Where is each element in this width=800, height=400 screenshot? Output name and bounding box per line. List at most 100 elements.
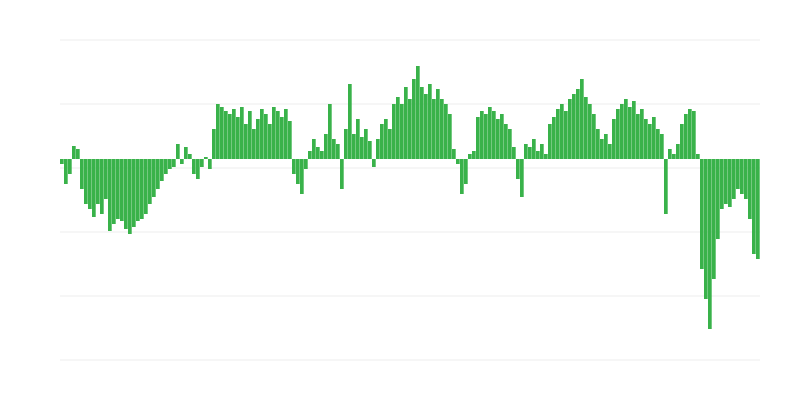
bar xyxy=(624,99,628,159)
bar xyxy=(336,144,340,159)
bar xyxy=(360,137,364,159)
bar xyxy=(644,119,648,159)
bar xyxy=(272,107,276,159)
bar xyxy=(672,154,676,159)
bar xyxy=(292,159,296,174)
bar xyxy=(592,114,596,159)
bar xyxy=(432,99,436,159)
bar xyxy=(364,129,368,159)
bar xyxy=(744,159,748,199)
bar xyxy=(748,159,752,219)
bar xyxy=(144,159,148,214)
bar xyxy=(544,154,548,159)
bar xyxy=(128,159,132,234)
bar xyxy=(528,147,532,159)
bar xyxy=(184,147,188,159)
bar xyxy=(628,107,632,159)
bar xyxy=(256,119,260,159)
bar xyxy=(736,159,740,189)
bar xyxy=(124,159,128,229)
bar xyxy=(476,117,480,159)
bar xyxy=(232,109,236,159)
bar xyxy=(648,124,652,159)
bar xyxy=(740,159,744,194)
bar xyxy=(608,144,612,159)
bar xyxy=(172,159,176,167)
bar xyxy=(396,97,400,159)
bar xyxy=(384,119,388,159)
bar xyxy=(372,159,376,167)
bar xyxy=(508,129,512,159)
bar xyxy=(304,159,308,169)
bar xyxy=(420,87,424,159)
bar xyxy=(536,151,540,159)
grid xyxy=(60,39,760,361)
bar xyxy=(468,154,472,159)
bar xyxy=(756,159,760,259)
bar xyxy=(228,114,232,159)
bar xyxy=(80,159,84,189)
bar xyxy=(196,159,200,179)
bar xyxy=(484,114,488,159)
bar xyxy=(328,104,332,159)
bar xyxy=(596,129,600,159)
bar xyxy=(720,159,724,209)
bar xyxy=(600,139,604,159)
bar xyxy=(100,159,104,214)
bar xyxy=(280,117,284,159)
bar xyxy=(260,109,264,159)
bar xyxy=(676,144,680,159)
bar xyxy=(284,109,288,159)
bar xyxy=(400,104,404,159)
bar xyxy=(352,134,356,159)
bar xyxy=(564,111,568,159)
bar xyxy=(568,99,572,159)
bar xyxy=(464,159,468,184)
bar xyxy=(312,139,316,159)
bar xyxy=(632,101,636,159)
bar xyxy=(332,139,336,159)
bar xyxy=(428,84,432,159)
bar xyxy=(440,99,444,159)
bar xyxy=(340,159,344,189)
bar xyxy=(580,79,584,159)
bar xyxy=(164,159,168,174)
bar xyxy=(156,159,160,189)
bar xyxy=(752,159,756,254)
bar xyxy=(132,159,136,227)
bar xyxy=(388,129,392,159)
bar xyxy=(612,119,616,159)
bar xyxy=(680,124,684,159)
bar xyxy=(436,89,440,159)
bar xyxy=(480,111,484,159)
bar xyxy=(200,159,204,167)
bar xyxy=(688,109,692,159)
bar xyxy=(684,114,688,159)
bar xyxy=(140,159,144,219)
bar xyxy=(416,66,420,159)
bar xyxy=(532,139,536,159)
bar xyxy=(700,159,704,269)
bar xyxy=(524,144,528,159)
bar xyxy=(212,129,216,159)
bar xyxy=(64,159,68,184)
bar xyxy=(320,151,324,159)
bar xyxy=(240,107,244,159)
bar xyxy=(512,147,516,159)
bar xyxy=(92,159,96,217)
bar xyxy=(504,124,508,159)
bar xyxy=(316,147,320,159)
bar xyxy=(60,159,64,164)
bar xyxy=(552,117,556,159)
bar xyxy=(452,149,456,159)
bars xyxy=(60,66,760,329)
bar xyxy=(392,104,396,159)
bar xyxy=(180,159,184,164)
bar xyxy=(640,109,644,159)
bar xyxy=(560,104,564,159)
bar xyxy=(308,151,312,159)
bar xyxy=(696,154,700,159)
bar xyxy=(588,104,592,159)
bar xyxy=(604,134,608,159)
bar xyxy=(76,149,80,159)
